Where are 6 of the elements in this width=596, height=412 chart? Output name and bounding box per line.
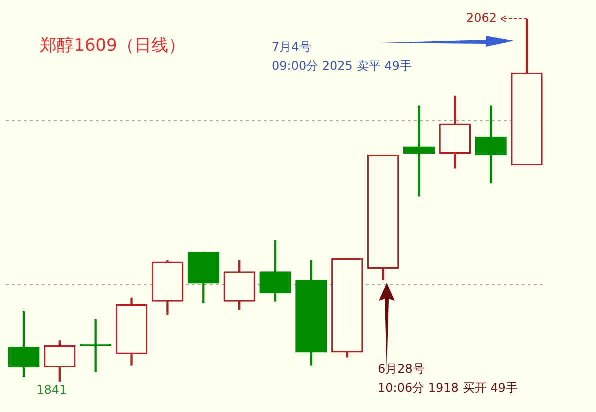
annotation: 6月28号 10:06分 1918 买开 49手: [378, 361, 518, 397]
annotation: 2062: [466, 11, 498, 26]
text: 郑醇1609（日线）: [40, 35, 186, 57]
text: 1841: [36, 383, 68, 398]
annotation: 7月4号 09:00分 2025 卖平 49手: [272, 39, 412, 75]
candlestick: [403, 106, 436, 197]
